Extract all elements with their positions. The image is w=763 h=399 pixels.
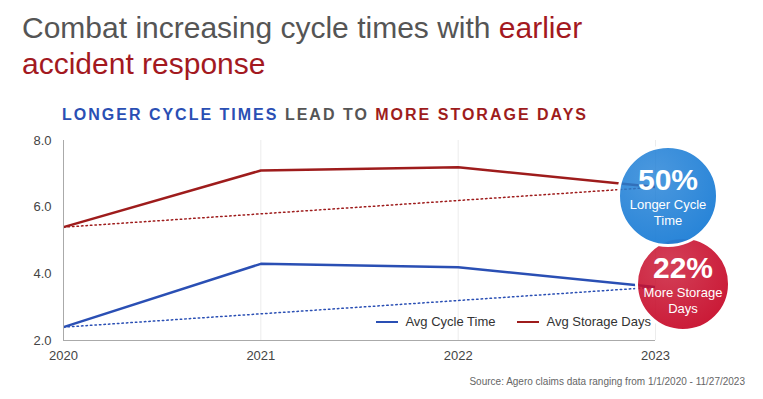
svg-text:2020: 2020 bbox=[49, 348, 78, 363]
html-text:22%: 22% bbox=[653, 251, 713, 284]
html-text:50%: 50% bbox=[638, 163, 698, 196]
svg-text:2.0: 2.0 bbox=[33, 333, 51, 348]
svg-text:2021: 2021 bbox=[246, 348, 275, 363]
svg-text:2023: 2023 bbox=[641, 348, 670, 363]
svg-text:2022: 2022 bbox=[444, 348, 473, 363]
html-text:LONGER CYCLE TIMES LEAD TO MOR: LONGER CYCLE TIMES LEAD TO MORE STORAGE … bbox=[62, 106, 588, 123]
html-text:Longer Cycle Time: Longer Cycle Time bbox=[629, 197, 707, 228]
svg-text:8.0: 8.0 bbox=[33, 133, 51, 148]
html-text:Avg Cycle Time: Avg Cycle Time bbox=[405, 314, 496, 329]
svg-text:6.0: 6.0 bbox=[33, 199, 51, 214]
html-text:Combat increasing cycle times: Combat increasing cycle times with earli… bbox=[22, 11, 583, 80]
svg-text:4.0: 4.0 bbox=[33, 266, 51, 281]
html-text:Source: Agero claims data rang: Source: Agero claims data ranging from 1… bbox=[469, 376, 745, 387]
html-text:More Storage Days: More Storage Days bbox=[643, 285, 723, 316]
html-text:Avg Storage Days: Avg Storage Days bbox=[546, 314, 651, 329]
